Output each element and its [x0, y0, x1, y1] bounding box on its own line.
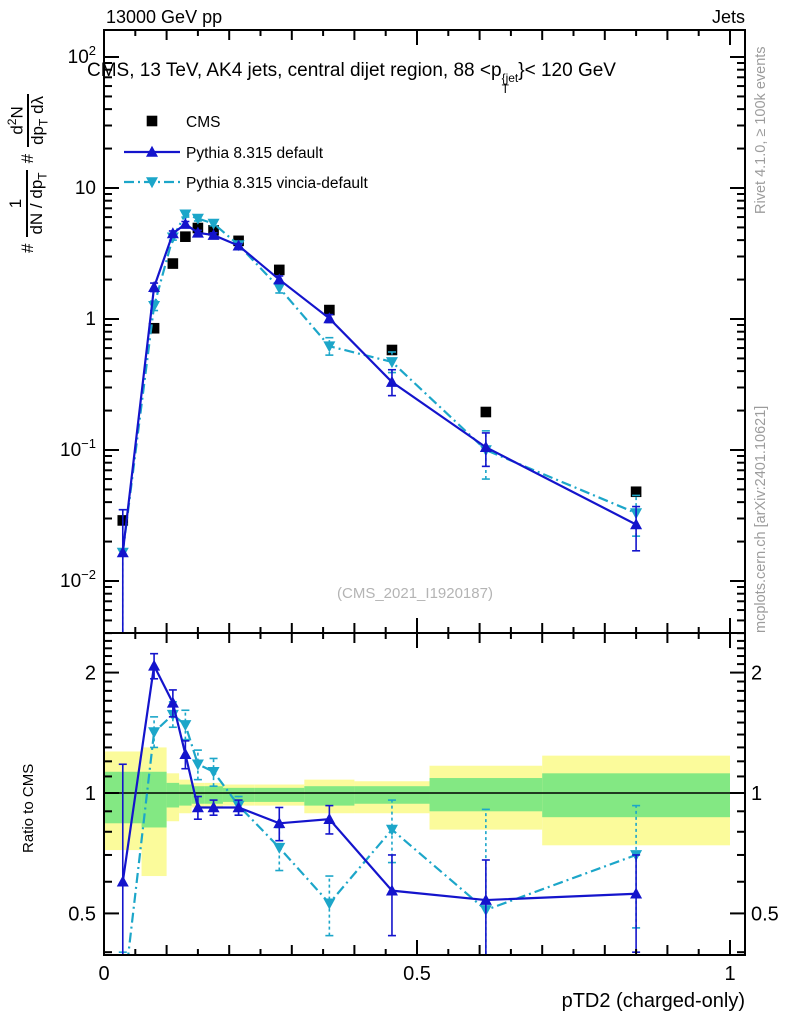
series [118, 701, 643, 955]
series [116, 209, 643, 633]
green-band-segment [222, 787, 255, 802]
green-band-segment [304, 786, 355, 806]
fraction-denominator-2: dpT dλ [28, 94, 51, 147]
ratio-y-tick-label: 1 [751, 783, 762, 805]
fraction-1-over-dndpt: 1 dN / dpT [6, 170, 50, 237]
main-y-tick-label: 1 [85, 309, 96, 330]
green-band-segment [429, 778, 543, 812]
ratio-uncertainty-bands [104, 747, 745, 877]
main-y-tick-label: 10−1 [60, 436, 96, 461]
ratio-y-axis-title: Ratio to CMS [20, 763, 37, 853]
axis-tick-labels: 0 0.5 1 102 10 1 10−1 10−2 2 2 1 1 0.5 0.5 [60, 43, 779, 985]
series [116, 217, 643, 633]
ratio-y-tick-label: 0.5 [68, 903, 96, 925]
green-band-segment [254, 787, 305, 802]
plot-title-sub: T [501, 81, 509, 96]
den-sub-2: T [36, 118, 51, 126]
plot-title-pre: CMS, 13 TeV, AK4 jets, central dijet reg… [87, 60, 502, 81]
ratio-y-tick-label: 2 [85, 663, 96, 685]
beam-energy-label: 13000 GeV pp [106, 7, 222, 27]
fraction-numerator-2: d2N [5, 93, 30, 147]
x-tick-label: 0.5 [403, 963, 431, 985]
hash-symbol: # [18, 243, 38, 253]
green-band-segment [354, 786, 430, 804]
plot-title-script-stack: {jet T [501, 71, 519, 96]
ratio-y-tick-label: 2 [751, 663, 762, 685]
x-axis-title: pTD2 (charged-only) [562, 990, 745, 1012]
rivet-version-note: Rivet 4.1.0, ≥ 100k events [753, 46, 769, 214]
green-band-segment [542, 773, 730, 818]
den-sub: T [35, 172, 50, 180]
green-band-segment [166, 782, 180, 808]
process-label: Jets [712, 7, 745, 27]
x-tick-label: 0 [98, 963, 109, 985]
ratio-panel-data [116, 652, 643, 955]
fraction-denominator: dN / dpT [27, 170, 50, 236]
fraction-numerator: 1 [6, 170, 29, 237]
hash-symbol-2: # [18, 153, 38, 164]
plot-title: CMS, 13 TeV, AK4 jets, central dijet reg… [87, 60, 616, 95]
ratio-y-tick-label: 0.5 [751, 903, 779, 925]
num-text-2: N [7, 106, 27, 119]
series [117, 222, 642, 526]
den-text: dN / dp [27, 179, 47, 235]
den-text-3: dλ [28, 95, 48, 119]
main-panel-data [116, 209, 643, 633]
legend-label-pythia-vincia: Pythia 8.315 vincia-default [186, 175, 369, 192]
num-text: d [7, 125, 27, 135]
ratio-y-tick-label: 1 [85, 783, 96, 805]
legend-markers [124, 115, 180, 189]
green-band-segment [204, 786, 223, 804]
main-y-tick-label: 10−2 [60, 567, 96, 592]
plot-title-post: }< 120 GeV [518, 60, 616, 81]
series [116, 652, 643, 955]
x-tick-label: 1 [724, 963, 735, 985]
den-text-2: dp [28, 125, 48, 145]
num-sup: 2 [5, 118, 19, 126]
main-y-tick-label: 10 [75, 178, 96, 199]
mcplots-arxiv-note: mcplots.cern.ch [arXiv:2401.10621] [753, 405, 769, 633]
plot-title-sup: {jet [501, 71, 519, 85]
fraction-d2n: d2N dpT dλ [5, 93, 51, 147]
green-band-segment [179, 784, 192, 806]
legend: CMS Pythia 8.315 default Pythia 8.315 vi… [124, 114, 369, 192]
main-y-tick-label: 102 [68, 43, 96, 68]
analysis-id-watermark: (CMS_2021_I1920187) [337, 585, 493, 602]
main-y-axis-title: # 1 dN / dpT # d2N dpT dλ [5, 93, 51, 253]
legend-label-pythia-default: Pythia 8.315 default [186, 145, 324, 162]
legend-label-cms: CMS [186, 114, 220, 131]
axis-ticks [103, 30, 745, 955]
